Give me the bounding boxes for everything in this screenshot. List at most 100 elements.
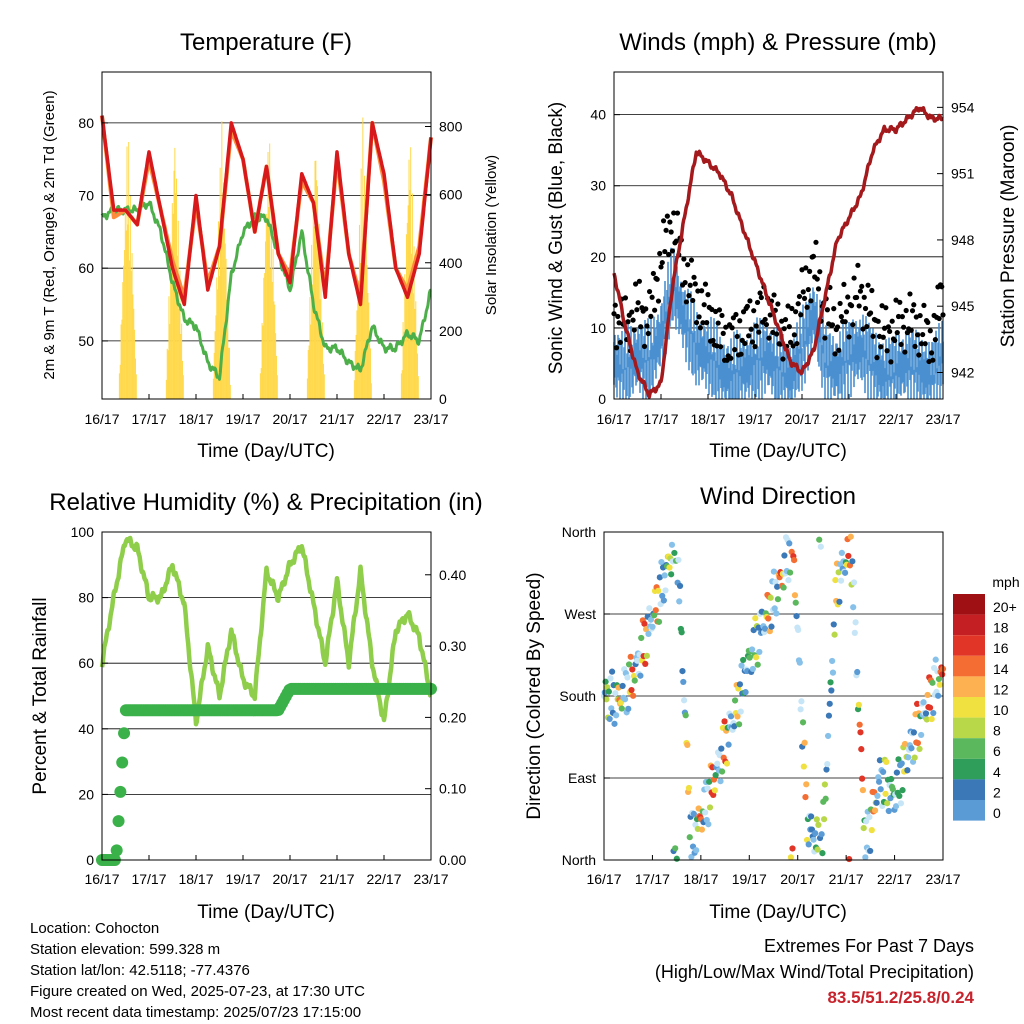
gust-point [843, 309, 850, 315]
gust-point [751, 308, 757, 314]
direction-point [875, 778, 883, 785]
direction-point [860, 824, 867, 832]
gust-point [859, 283, 865, 290]
direction-point [884, 800, 891, 807]
direction-point [738, 662, 745, 669]
legend-swatch [953, 779, 985, 800]
gust-point [720, 330, 726, 336]
direction-point [634, 657, 641, 664]
gust-point [850, 322, 856, 328]
gust-point [729, 325, 735, 331]
gust-point [796, 293, 803, 300]
y-tick-label: 942 [951, 364, 975, 380]
direction-point [646, 605, 653, 612]
gust-point [705, 292, 711, 298]
y-tick-label: 951 [951, 166, 975, 182]
direction-point [877, 786, 884, 793]
gust-point [810, 253, 817, 259]
gust-point [815, 286, 822, 292]
gust-point [686, 293, 692, 299]
precip-point [118, 727, 131, 740]
direction-point [752, 615, 759, 622]
gust-point [666, 251, 672, 258]
gust-point [682, 279, 688, 286]
legend-swatch [953, 738, 985, 759]
direction-point [910, 729, 917, 736]
gust-point [845, 294, 851, 300]
gust-point [691, 274, 697, 280]
legend-label: 10 [993, 702, 1009, 718]
gust-point [737, 318, 743, 324]
gust-point [786, 324, 792, 330]
station-info: Location: Cohocton Station elevation: 59… [30, 918, 365, 1023]
direction-title: Wind Direction [700, 483, 856, 510]
direction-point [797, 706, 804, 713]
gust-point [907, 291, 913, 297]
legend-swatch [953, 758, 985, 780]
y-tick-label: 40 [78, 721, 94, 737]
gust-point [767, 312, 773, 318]
direction-point [786, 540, 793, 547]
gust-point [922, 341, 928, 347]
y-tick-label: North [562, 852, 596, 868]
x-tick-label: 18/17 [178, 411, 213, 427]
direction-point [630, 692, 637, 699]
legend-label: 12 [993, 681, 1009, 697]
gust-point [909, 308, 916, 314]
gust-point [766, 335, 772, 341]
gust-point [630, 317, 636, 323]
direction-point [655, 618, 663, 625]
direction-point [714, 760, 721, 767]
gust-point [787, 339, 794, 345]
gust-point [622, 295, 629, 301]
x-tick-label: 22/17 [878, 411, 913, 427]
gust-point [894, 330, 900, 336]
direction-point [671, 549, 678, 557]
gust-point [718, 344, 724, 350]
precip-point [112, 815, 125, 828]
gust-point [649, 294, 655, 300]
temp-2m-line [100, 115, 433, 307]
gust-point [641, 343, 648, 350]
direction-point [929, 679, 936, 686]
direction-point [774, 583, 781, 590]
y-tick-label: 800 [439, 119, 463, 135]
direction-point [767, 594, 774, 601]
gust-point [733, 311, 739, 318]
gust-point [855, 262, 861, 268]
gust-point [747, 298, 753, 304]
direction-point [795, 626, 802, 633]
gust-point [753, 323, 759, 329]
legend-swatch [953, 594, 985, 615]
legend-swatch [953, 697, 985, 718]
direction-point [802, 794, 809, 801]
direction-point [851, 629, 858, 636]
direction-point [801, 739, 808, 746]
gust-point [903, 307, 909, 314]
y-tick-label: 0 [439, 391, 447, 407]
direction-point [868, 827, 875, 834]
direction-point [761, 625, 769, 632]
gust-point [762, 316, 768, 323]
x-tick-label: 21/17 [319, 411, 354, 427]
gust-point [857, 288, 864, 294]
gust-point [709, 306, 715, 313]
direction-point [799, 719, 807, 726]
direction-point [936, 681, 943, 688]
legend-swatch [953, 676, 985, 697]
direction-point [849, 558, 856, 565]
x-tick-label: 19/17 [732, 871, 767, 887]
x-tick-label: 18/17 [178, 871, 213, 887]
gust-point [895, 313, 902, 320]
direction-point [603, 696, 610, 703]
direction-point [805, 841, 812, 848]
direction-point [740, 656, 747, 664]
direction-point [855, 701, 862, 708]
gust-point [773, 331, 780, 337]
legend-swatch [953, 614, 985, 636]
direction-point [862, 854, 869, 861]
gust-point [869, 287, 875, 294]
direction-point [914, 700, 921, 707]
direction-point [829, 669, 837, 676]
